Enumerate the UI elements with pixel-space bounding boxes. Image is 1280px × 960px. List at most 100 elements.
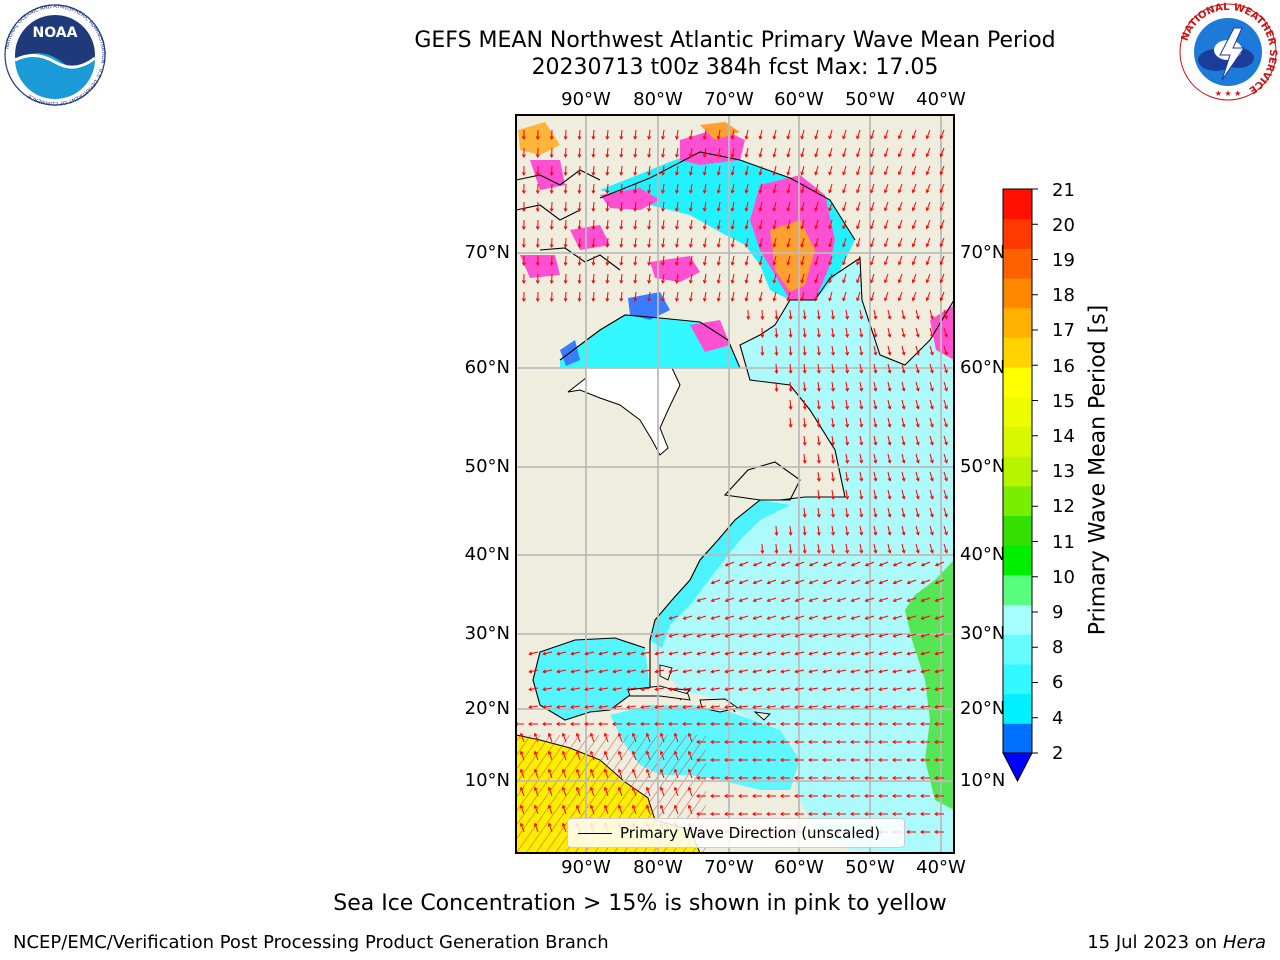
- wave-direction-arrow: [870, 237, 875, 247]
- wave-direction-arrow: [703, 147, 707, 157]
- wave-direction-arrow: [831, 525, 834, 535]
- wave-direction-arrowhead: [887, 369, 892, 374]
- svg-text:NOAA: NOAA: [33, 25, 78, 41]
- wave-direction-arrowhead: [659, 804, 664, 809]
- wave-direction-arrow: [683, 687, 693, 691]
- wave-direction-arrowhead: [647, 243, 652, 248]
- wave-direction-arrowhead: [633, 135, 638, 140]
- wave-direction-arrowhead: [617, 804, 622, 809]
- wave-direction-arrow: [759, 273, 763, 283]
- wave-direction-arrowhead: [897, 225, 902, 230]
- wave-direction-arrowhead: [901, 423, 906, 428]
- wave-direction-arrow: [529, 669, 539, 673]
- wave-direction-arrow: [789, 543, 792, 554]
- wave-direction-arrowhead: [547, 732, 552, 737]
- wave-direction-arrowhead: [845, 333, 850, 338]
- wave-direction-arrowhead: [605, 172, 610, 176]
- wave-direction-arrowhead: [547, 786, 552, 791]
- lat-label-left: 60°N: [464, 357, 510, 378]
- wave-direction-arrow: [887, 381, 891, 391]
- wave-direction-arrow: [578, 237, 581, 248]
- wave-direction-arrowhead: [859, 495, 864, 500]
- wave-direction-arrowhead: [892, 562, 897, 567]
- wave-direction-arrow: [879, 687, 889, 691]
- wave-direction-arrow: [606, 165, 609, 176]
- wave-direction-arrowhead: [845, 495, 850, 500]
- wave-direction-arrowhead: [605, 226, 610, 230]
- wave-direction-arrowhead: [575, 804, 580, 809]
- wave-direction-arrow: [795, 705, 805, 708]
- wave-direction-arrow: [803, 309, 806, 320]
- wave-direction-arrow: [859, 543, 863, 553]
- wave-direction-arrowhead: [808, 758, 812, 762]
- lon-label-top: 70°W: [704, 89, 754, 110]
- wave-direction-arrowhead: [528, 669, 533, 674]
- wave-direction-arrow: [817, 435, 820, 445]
- wave-direction-arrowhead: [850, 562, 855, 567]
- wave-direction-arrowhead: [794, 740, 798, 744]
- wave-direction-arrow: [564, 273, 567, 284]
- wave-direction-arrowhead: [892, 794, 896, 798]
- wave-direction-arrowhead: [746, 316, 751, 320]
- wave-direction-arrowhead: [710, 812, 714, 816]
- wave-direction-arrow: [711, 651, 721, 655]
- wave-direction-arrowhead: [887, 351, 892, 356]
- wave-direction-arrow: [873, 453, 877, 463]
- wave-direction-arrow: [660, 805, 665, 815]
- wave-direction-arrow: [943, 507, 948, 517]
- wave-direction-arrow: [674, 733, 679, 743]
- wave-direction-arrowhead: [786, 243, 791, 248]
- wave-direction-arrowhead: [929, 441, 934, 446]
- wave-direction-arrow: [926, 147, 931, 157]
- colorbar-tick-label: 18: [1052, 285, 1075, 306]
- wave-direction-arrowhead: [934, 651, 939, 656]
- map-legend: Primary Wave Direction (unscaled): [567, 818, 905, 848]
- wave-direction-arrow: [634, 273, 637, 283]
- wave-direction-arrowhead: [758, 135, 763, 140]
- wave-direction-arrow: [837, 615, 847, 620]
- wave-direction-arrowhead: [897, 171, 902, 176]
- wave-direction-arrow: [543, 651, 553, 655]
- wave-direction-arrow: [725, 579, 735, 584]
- wave-direction-arrow: [662, 273, 665, 283]
- wave-direction-arrow: [901, 489, 905, 499]
- wave-direction-arrowhead: [794, 687, 799, 692]
- wave-direction-arrowhead: [786, 279, 791, 284]
- wave-direction-arrowhead: [612, 669, 617, 674]
- wave-direction-arrowhead: [920, 580, 925, 585]
- wave-direction-arrow: [803, 345, 806, 356]
- wave-direction-arrow: [627, 669, 637, 673]
- wave-direction-arrowhead: [906, 758, 910, 762]
- wave-direction-arrow: [781, 561, 791, 566]
- wave-direction-arrow: [921, 651, 931, 655]
- lon-label-top: 80°W: [633, 89, 683, 110]
- wave-direction-arrowhead: [603, 786, 608, 791]
- wave-direction-arrowhead: [822, 616, 827, 620]
- wave-direction-arrow: [803, 507, 806, 518]
- wave-direction-arrow: [578, 255, 581, 266]
- wave-direction-arrowhead: [631, 786, 636, 791]
- wave-direction-arrow: [912, 183, 917, 193]
- wave-direction-arrow: [901, 327, 905, 337]
- wave-direction-arrowhead: [915, 405, 920, 410]
- wave-direction-arrowhead: [631, 732, 636, 737]
- wave-direction-arrowhead: [836, 758, 840, 762]
- wave-direction-arrow: [935, 669, 945, 673]
- wave-direction-arrowhead: [873, 423, 878, 428]
- wave-direction-arrow: [845, 507, 849, 517]
- wave-direction-arrowhead: [598, 705, 603, 709]
- wave-direction-arrow: [803, 417, 806, 428]
- wave-direction-arrow: [592, 201, 595, 212]
- wave-direction-arrowhead: [780, 669, 785, 674]
- wave-direction-arrow: [775, 525, 778, 536]
- wave-direction-arrowhead: [859, 549, 864, 554]
- wave-direction-arrow: [795, 669, 805, 673]
- wave-direction-arrow: [592, 219, 595, 230]
- wave-direction-arrow: [717, 291, 721, 301]
- wave-direction-arrow: [845, 399, 849, 409]
- wave-direction-arrow: [943, 363, 948, 373]
- wave-direction-arrow: [634, 219, 637, 229]
- wave-direction-arrow: [817, 489, 820, 499]
- wave-direction-arrowhead: [696, 722, 700, 726]
- wave-direction-arrowhead: [786, 171, 791, 176]
